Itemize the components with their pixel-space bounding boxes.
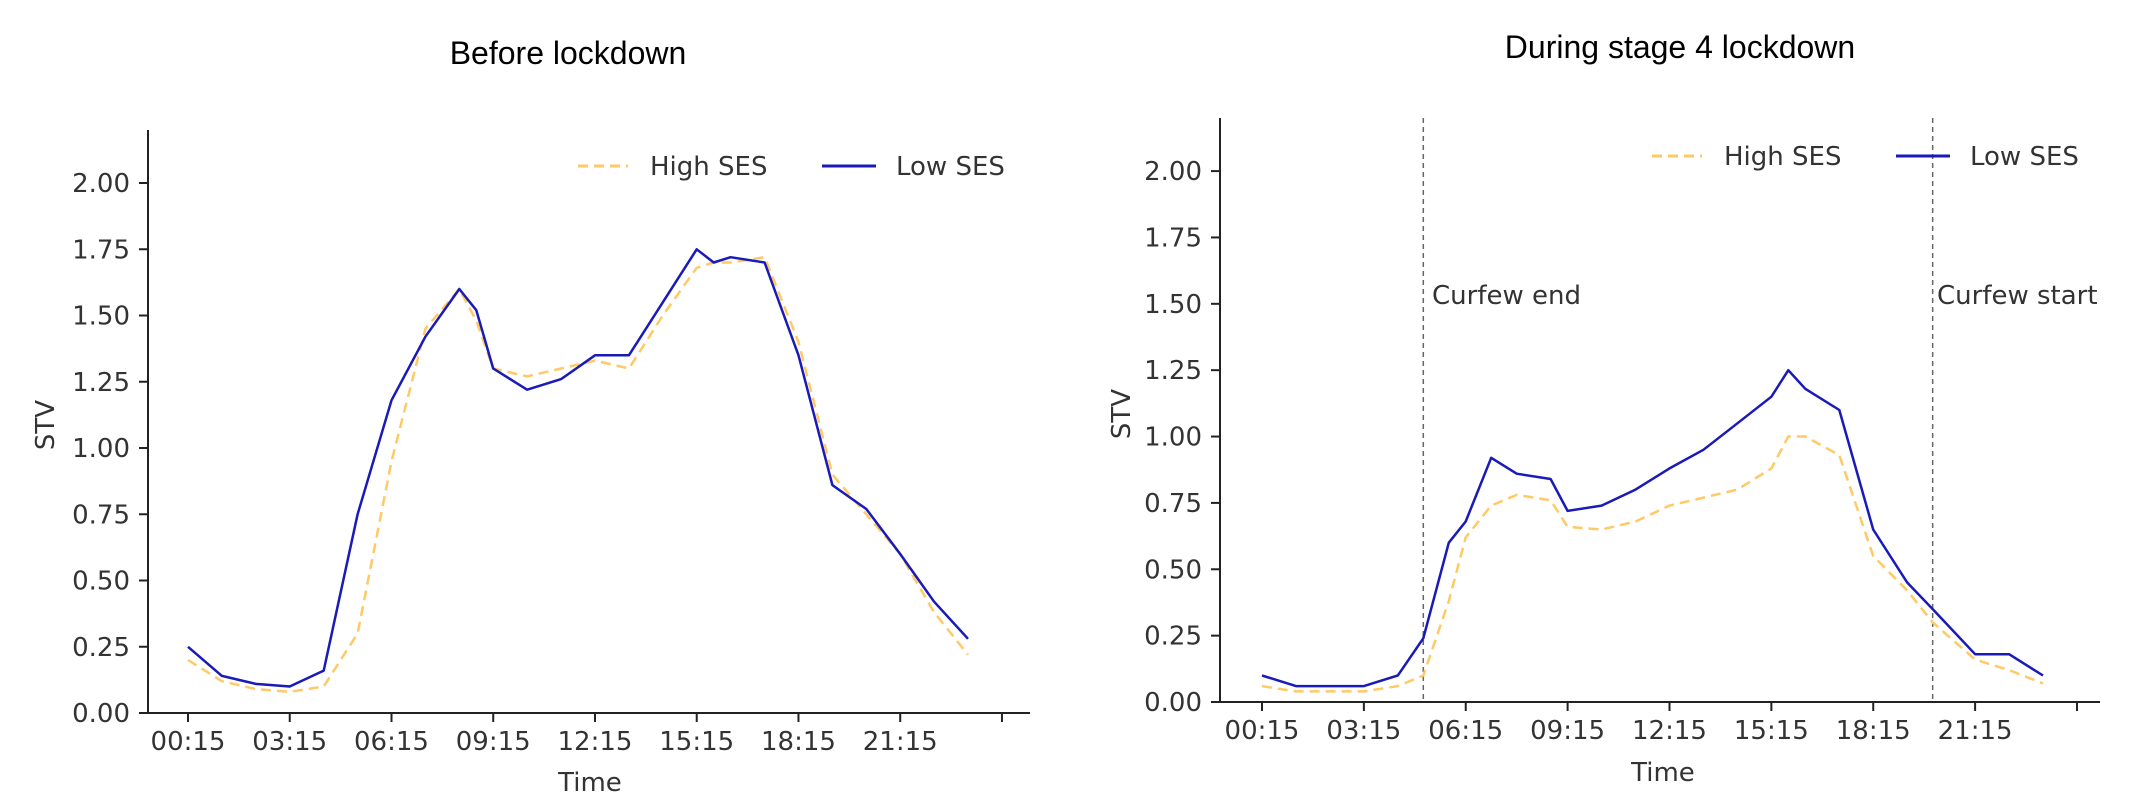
legend-label-low-ses-during: Low SES bbox=[1970, 142, 2079, 172]
x-tick-label-during: 09:15 bbox=[1530, 716, 1605, 746]
x-tick-label-during: 18:15 bbox=[1836, 716, 1911, 746]
y-tick-label-during: 1.50 bbox=[1144, 290, 1202, 320]
y-tick-label-before: 2.00 bbox=[72, 169, 130, 199]
y-tick-label-during: 1.75 bbox=[1144, 223, 1202, 253]
legend-label-high-ses-before: High SES bbox=[650, 152, 767, 182]
series-line-high-ses-during bbox=[1261, 435, 2044, 693]
series-line-low-ses-before bbox=[187, 248, 969, 688]
y-axis-label-before: STV bbox=[31, 400, 61, 450]
x-tick-label-during: 06:15 bbox=[1428, 716, 1503, 746]
annotation-curfew-start: Curfew start bbox=[1937, 281, 2098, 311]
plot-area-before: 0.00 0.25 0.50 0.75 1.00 1.25 1.50 1.75 2.00 00:1… bbox=[72, 130, 1030, 757]
legend-label-high-ses-during: High SES bbox=[1724, 142, 1841, 172]
y-tick-label-during: 1.25 bbox=[1144, 356, 1202, 386]
legend-during: High SES Low SES bbox=[1652, 142, 2079, 172]
x-tick-label-before: 00:15 bbox=[151, 727, 226, 757]
y-tick-label-during: 0.50 bbox=[1144, 555, 1202, 585]
chart-during-lockdown: During stage 4 lockdown 0.00 0.25 0.50 0.75… bbox=[1107, 29, 2100, 788]
legend-before: High SES Low SES bbox=[578, 152, 1005, 182]
chart-title-before: Before lockdown bbox=[450, 35, 687, 71]
x-tick-label-during: 03:15 bbox=[1326, 716, 1401, 746]
y-tick-label-before: 1.50 bbox=[72, 302, 130, 332]
y-tick-label-before: 0.50 bbox=[72, 567, 130, 597]
chart-before-lockdown: Before lockdown 0.00 0.25 0.50 0.75 1.00 1.25… bbox=[31, 35, 1030, 798]
series-line-low-ses-during bbox=[1261, 368, 2044, 688]
x-tick-label-before: 15:15 bbox=[659, 727, 734, 757]
y-tick-label-during: 1.00 bbox=[1144, 423, 1202, 453]
y-tick-label-during: 2.00 bbox=[1144, 157, 1202, 187]
series-line-high-ses-before bbox=[187, 255, 969, 694]
x-tick-label-during: 00:15 bbox=[1225, 716, 1300, 746]
x-tick-label-before: 18:15 bbox=[761, 727, 836, 757]
x-tick-label-during: 12:15 bbox=[1632, 716, 1707, 746]
plot-area-during: 0.00 0.25 0.50 0.75 1.00 1.25 1.50 1.75 2.00 00:1… bbox=[1144, 118, 2100, 746]
y-tick-label-before: 1.25 bbox=[72, 368, 130, 398]
chart-title-during: During stage 4 lockdown bbox=[1505, 29, 1855, 65]
y-tick-label-before: 0.75 bbox=[72, 500, 130, 530]
x-axis-label-during: Time bbox=[1630, 758, 1695, 788]
y-tick-label-during: 0.00 bbox=[1144, 688, 1202, 718]
y-tick-label-during: 0.25 bbox=[1144, 622, 1202, 652]
x-tick-label-before: 12:15 bbox=[558, 727, 633, 757]
annotation-curfew-end: Curfew end bbox=[1432, 281, 1581, 311]
y-axis-label-during: STV bbox=[1107, 389, 1137, 439]
x-tick-label-before: 21:15 bbox=[863, 727, 938, 757]
x-tick-label-before: 09:15 bbox=[456, 727, 531, 757]
y-tick-label-before: 0.00 bbox=[72, 699, 130, 729]
x-tick-label-before: 03:15 bbox=[252, 727, 327, 757]
x-tick-label-during: 15:15 bbox=[1734, 716, 1809, 746]
legend-label-low-ses-before: Low SES bbox=[896, 152, 1005, 182]
y-tick-label-during: 0.75 bbox=[1144, 489, 1202, 519]
x-tick-label-before: 06:15 bbox=[354, 727, 429, 757]
y-tick-label-before: 0.25 bbox=[72, 633, 130, 663]
x-axis-label-before: Time bbox=[557, 768, 622, 798]
y-tick-label-before: 1.75 bbox=[72, 235, 130, 265]
y-tick-label-before: 1.00 bbox=[72, 434, 130, 464]
x-tick-label-during: 21:15 bbox=[1938, 716, 2013, 746]
